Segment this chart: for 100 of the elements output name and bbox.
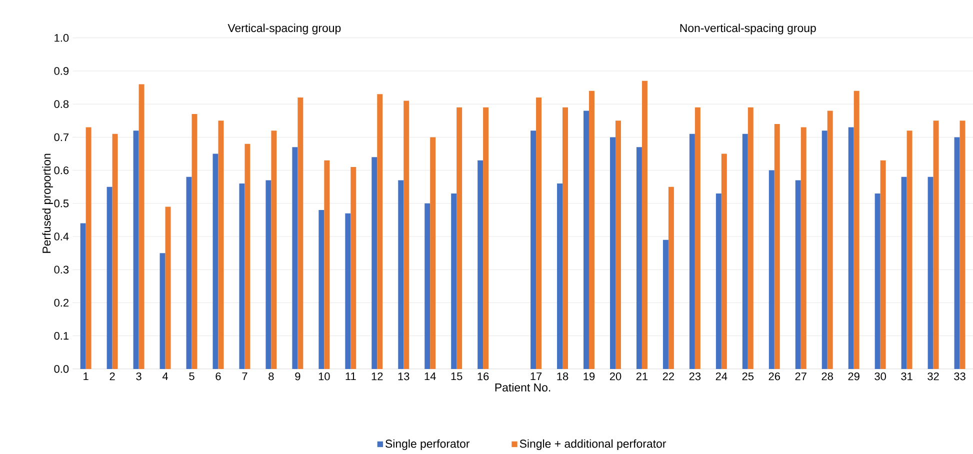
x-tick-label: 10 [318,372,330,380]
x-tick-label: 32 [928,372,939,380]
bar [854,91,860,370]
bar [960,120,966,370]
x-tick-label: 15 [451,372,462,380]
legend-label: Single perforator [386,439,470,450]
bar [880,160,886,370]
x-tick-label: 21 [636,372,648,380]
x-tick-label: 33 [954,372,966,380]
text: Vertical-spacing group [228,24,341,35]
x-tick-label: 7 [242,372,248,380]
bar [266,180,272,370]
bar [768,170,774,370]
bar [292,147,298,370]
bar [716,194,722,370]
bar [318,210,324,370]
bar [901,177,907,370]
bar [80,223,86,370]
bar [822,130,828,370]
bar [610,137,616,370]
x-tick-label: 12 [372,372,383,380]
bar [244,144,250,370]
bar [212,154,218,370]
bar [742,134,748,370]
x-tick-label: 27 [795,372,806,380]
x-tick-label: 19 [584,372,595,380]
x-tick-label: 3 [136,372,142,380]
bar [430,137,436,370]
bar [456,108,462,370]
bar [800,127,806,370]
bar [795,180,801,370]
y-tick-label: 0.2 [54,299,68,307]
bar [324,160,330,370]
bar [377,94,383,370]
bar [933,120,939,370]
x-tick-label: 9 [295,372,300,380]
bar [584,110,589,370]
x-tick-label: 5 [189,372,194,380]
y-tick-label: 0.9 [54,67,69,76]
x-tick-label: 22 [662,372,674,380]
bar [218,120,224,370]
bar [86,127,92,370]
y-tick-label: 0.4 [54,232,69,241]
bar [478,160,484,370]
text: Non-vertical-spacing group [680,24,816,35]
bar [160,253,166,370]
bar [138,84,144,370]
y-tick-label: 0.3 [54,266,69,274]
bar [694,108,700,370]
bar [451,194,457,370]
y-tick-label: 0.0 [54,365,69,373]
bar [562,108,568,370]
bar [530,130,536,370]
x-tick-label: 23 [689,372,701,380]
x-tick-label: 28 [822,372,833,380]
bar [192,114,198,370]
x-tick-label: 14 [424,372,436,380]
bar [748,108,754,370]
bar [557,184,563,370]
bar [398,180,404,370]
bar [345,213,351,370]
bar [874,194,880,370]
x-tick-label: 16 [478,372,489,380]
x-tick-label: 8 [268,372,274,380]
bar [721,154,727,370]
y-axis-title: Perfused proportion [42,154,53,253]
bar [589,91,594,370]
x-tick-label: 31 [901,372,912,380]
x-tick-label: 24 [716,372,728,380]
bar [636,147,642,370]
legend-label: Single + additional perforator [520,439,666,450]
bar [404,100,410,370]
bar [827,110,833,370]
bar [668,187,674,370]
bar [662,240,668,370]
x-tick-label: 6 [216,372,221,380]
bar [372,157,378,370]
x-tick-label: 13 [398,372,410,380]
bar [106,187,112,370]
x-tick-label: 18 [557,372,568,380]
x-tick-label: 1 [84,372,88,380]
bar [483,108,489,370]
bar [271,130,277,370]
bar [848,127,854,370]
x-tick-label: 20 [610,372,622,380]
bar [239,184,245,370]
x-tick-label: 17 [530,372,542,380]
y-tick-label: 0.7 [54,133,68,142]
bar [774,124,780,370]
y-tick-label: 0.6 [54,166,69,174]
x-tick-label: 29 [848,372,860,380]
x-tick-label: 25 [742,372,754,380]
bar [928,177,934,370]
x-axis-title: Patient No. [495,383,550,392]
bar [954,137,960,370]
x-tick-label: 11 [346,372,356,380]
bar [133,130,139,370]
bar [689,134,695,370]
x-tick-label: 26 [768,372,780,380]
y-tick-label: 0.1 [54,332,69,340]
